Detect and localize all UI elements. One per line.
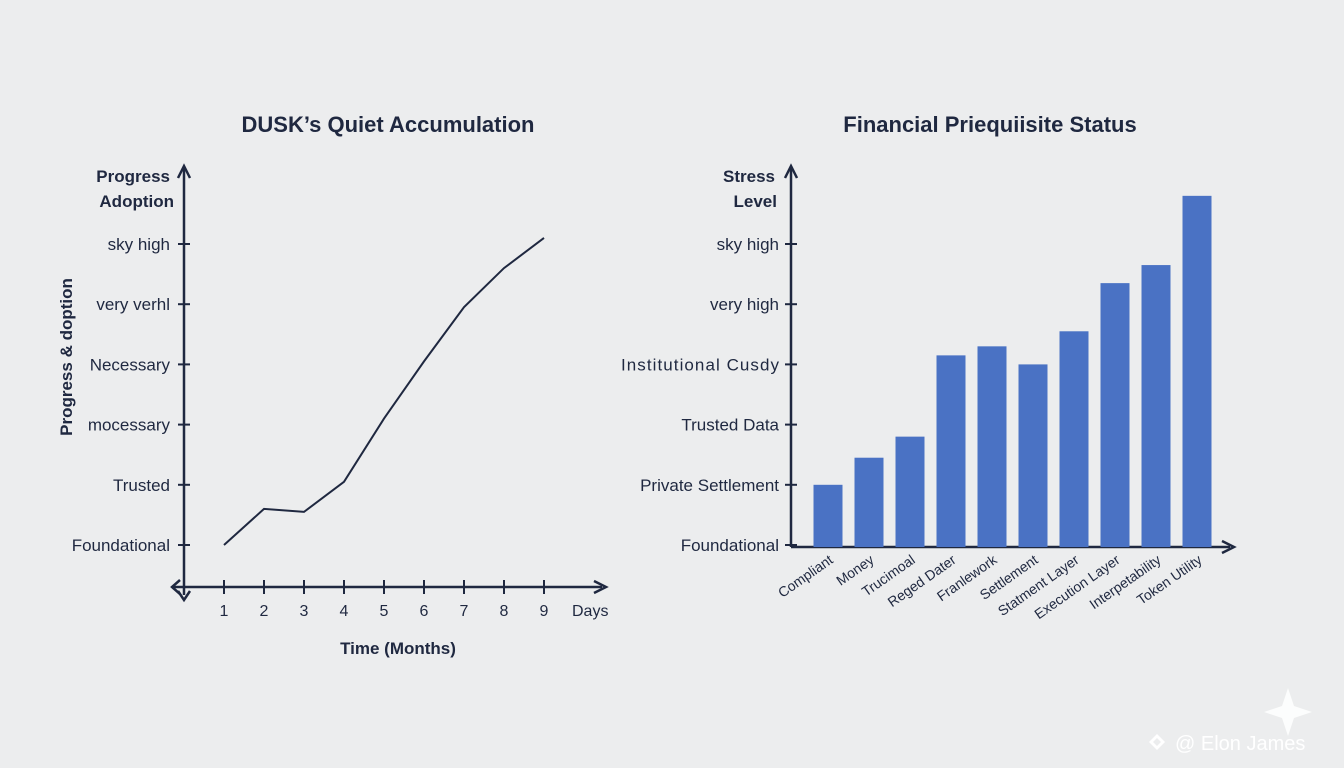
bar-chart-ylabel-top-2: Level (734, 192, 777, 211)
bar-chart-x-arrow (1221, 539, 1237, 555)
line-chart-y-arrow-down (176, 590, 192, 603)
watermark: @ Elon James (1149, 688, 1312, 755)
bar-chart-bar (1182, 195, 1212, 547)
line-chart-x-tick-label: 9 (540, 603, 549, 620)
line-chart-xlabel: Time (Months) (340, 639, 456, 658)
line-chart-x-tick-label: 5 (380, 603, 389, 620)
bar-chart-bar (1018, 364, 1048, 547)
bar-chart-bar (1100, 283, 1130, 547)
line-chart-y-tick-label: mocessary (88, 416, 171, 435)
sparkle-icon (1264, 688, 1312, 736)
bar-chart-y-tick-label: Institutional Cusdy (621, 355, 780, 374)
bar-chart-bar (1059, 331, 1089, 547)
bar-chart-y-arrow (783, 163, 799, 179)
bar-chart-bar (813, 484, 843, 547)
bar-chart-bar (936, 355, 966, 547)
line-chart-x-tick-label: 6 (420, 603, 429, 620)
line-chart-x-tick-label: 1 (220, 603, 229, 620)
bar-chart-ylabel-top-1: Stress (723, 167, 775, 186)
line-chart-ylabel-top-2: Adoption (99, 192, 174, 211)
line-chart-title: DUSK’s Quiet Accumulation (242, 112, 535, 137)
line-chart-y-tick-label: very verhl (96, 295, 170, 314)
line-chart-ylabel-top-1: Progress (96, 167, 170, 186)
line-chart: DUSK’s Quiet Accumulation Progress Adopt… (57, 112, 609, 658)
line-chart-y-arrow (176, 163, 192, 179)
bar-chart-y-tick-label: Private Settlement (640, 476, 779, 495)
bar-chart-y-tick-label: Trusted Data (681, 416, 779, 435)
bar-chart-y-tick-label: Foundational (681, 536, 779, 555)
line-chart-y-tick-label: sky high (108, 235, 170, 254)
bar-chart-y-tick-label: sky high (717, 235, 779, 254)
line-chart-x-tick-label: 2 (260, 603, 269, 620)
watermark-text: @ Elon James (1175, 733, 1305, 755)
line-chart-y-tick-label: Foundational (72, 536, 170, 555)
line-chart-series-line (223, 237, 545, 546)
line-chart-x-tick-label: 7 (460, 603, 469, 620)
bar-chart-bar (1141, 265, 1171, 547)
line-chart-x-arrow (593, 579, 609, 595)
bar-chart-bar (895, 436, 925, 547)
line-chart-y-tick-label: Necessary (90, 355, 171, 374)
bar-chart-bar (854, 457, 884, 547)
line-chart-ylabel-side: Progress & doption (57, 278, 76, 436)
bar-chart: Financial Priequiisite Status Stress Lev… (621, 112, 1237, 622)
bar-chart-bar (977, 346, 1007, 547)
line-chart-x-unit: Days (572, 603, 608, 620)
line-chart-x-tick-label: 4 (340, 603, 349, 620)
bar-chart-title: Financial Priequiisite Status (843, 112, 1136, 137)
line-chart-y-tick-label: Trusted (113, 476, 170, 495)
line-chart-x-tick-label: 3 (300, 603, 309, 620)
line-chart-x-tick-label: 8 (500, 603, 509, 620)
diamond-logo-icon (1149, 734, 1165, 750)
bar-chart-y-tick-label: very high (710, 295, 779, 314)
bar-chart-category-label: Compliant (775, 551, 836, 600)
